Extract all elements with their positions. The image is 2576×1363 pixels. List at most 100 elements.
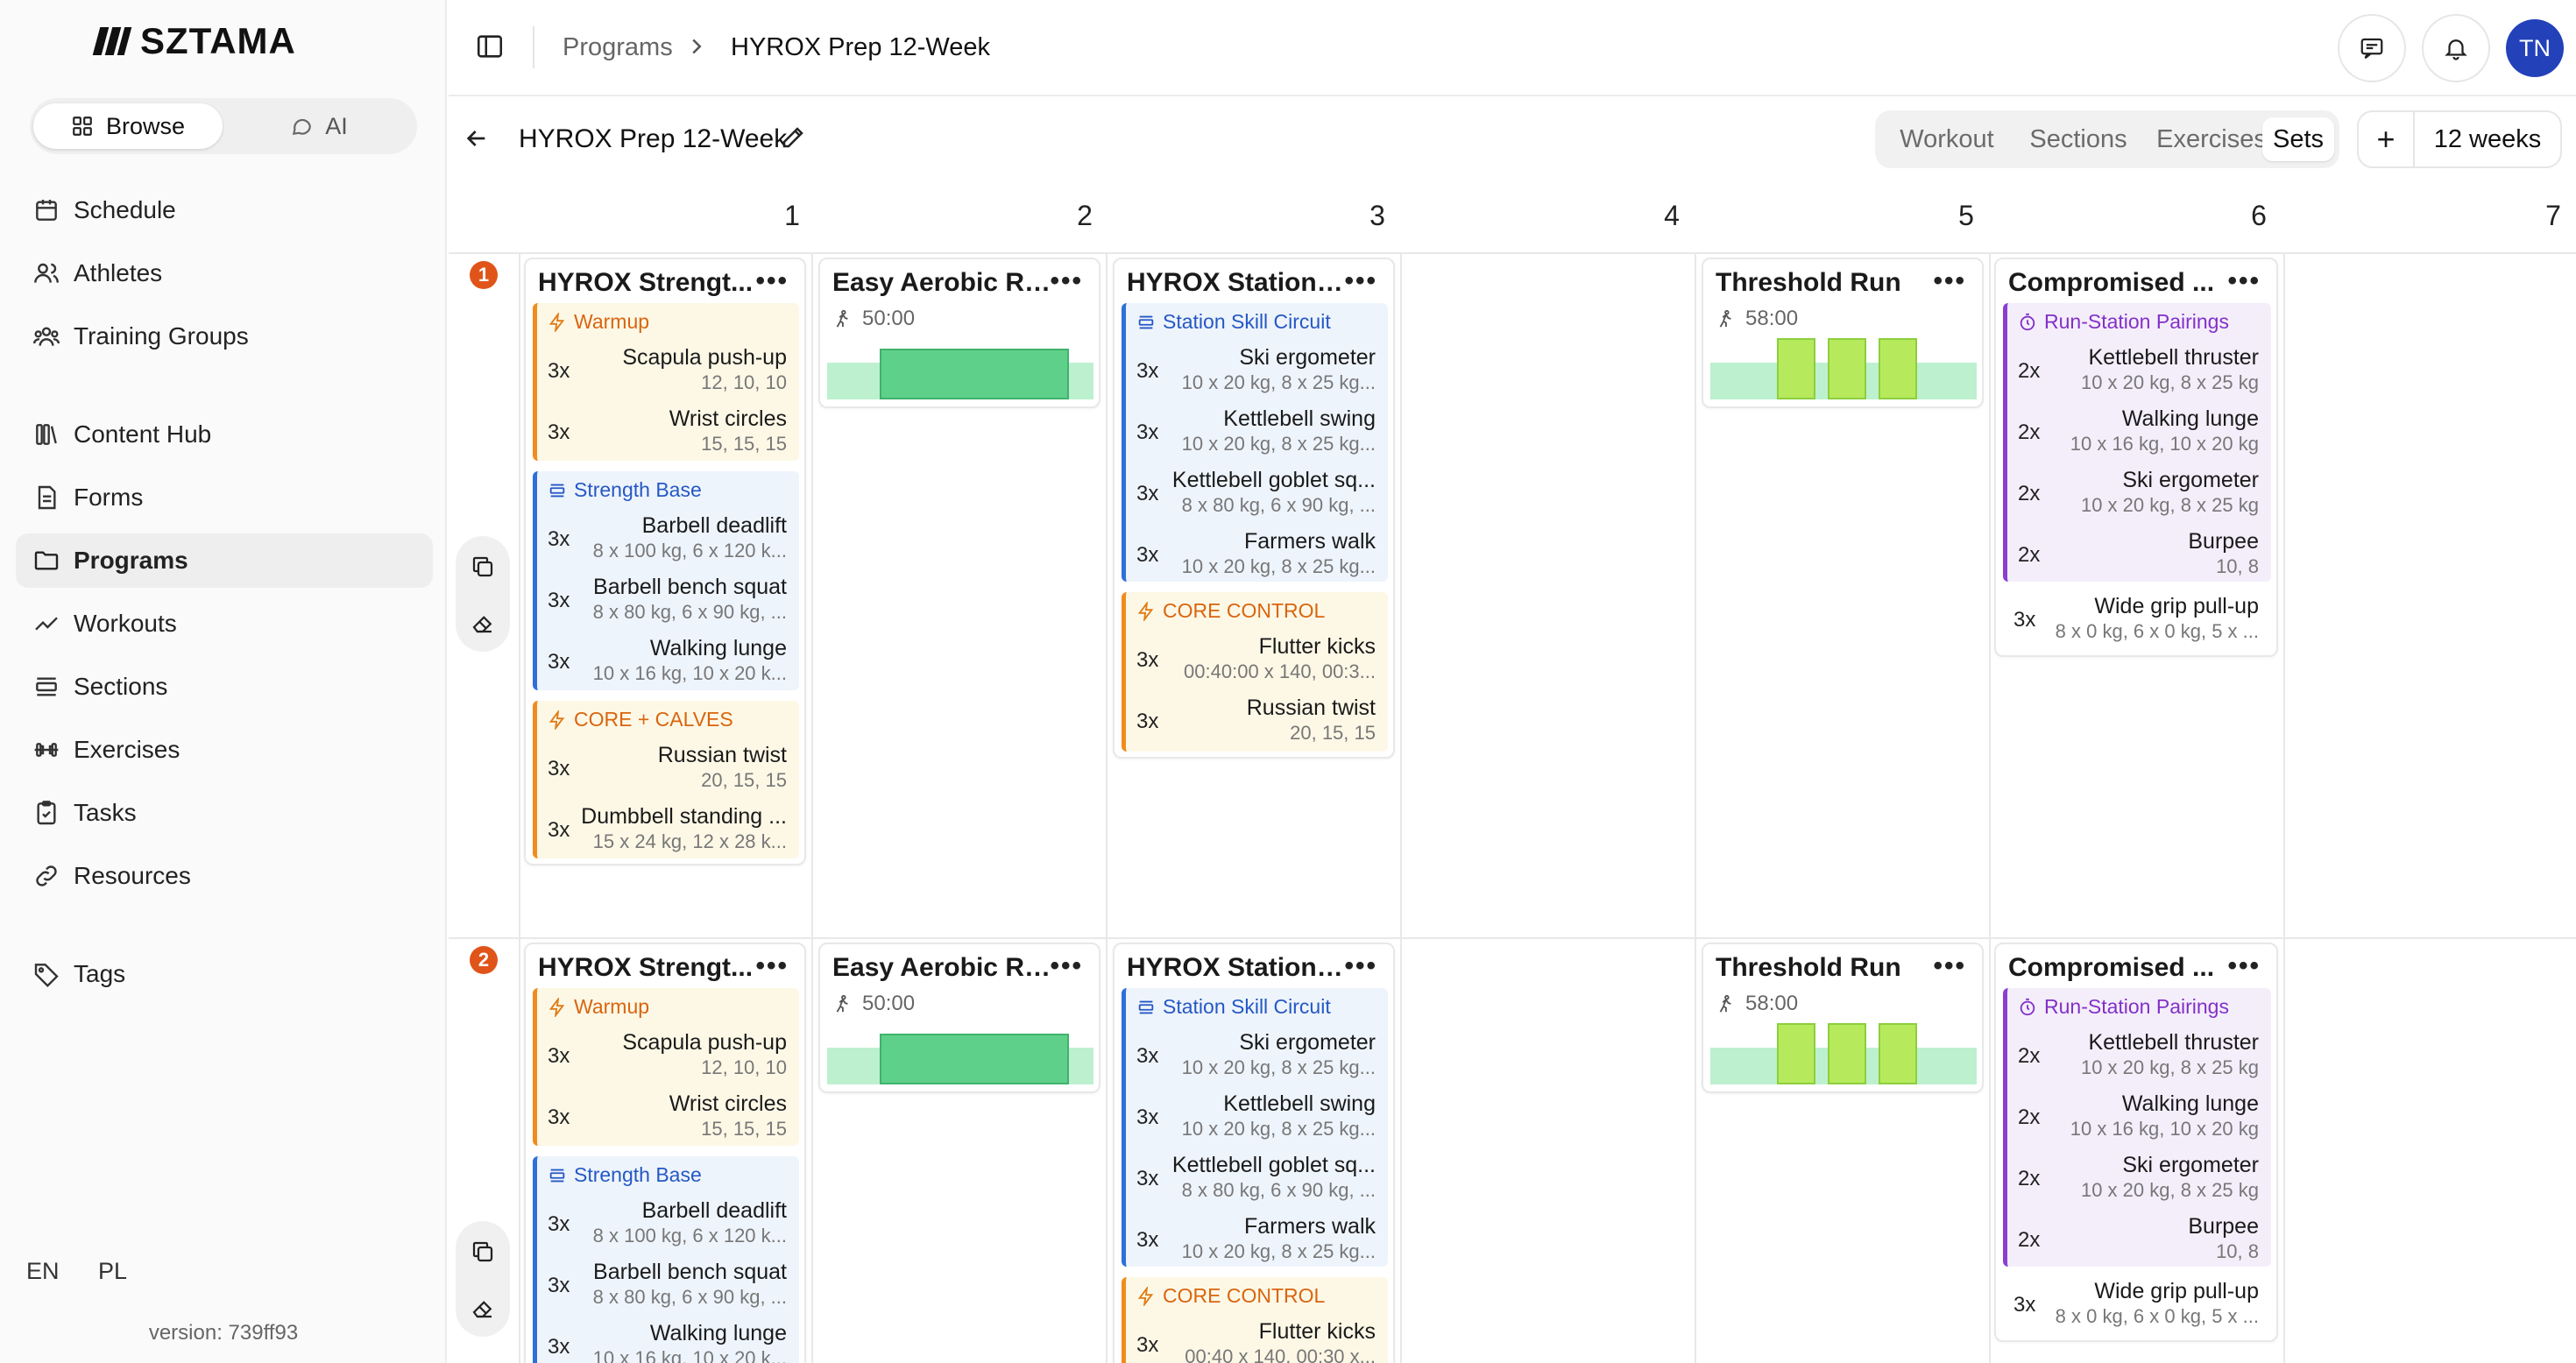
exercise-row[interactable]: 3x Scapula push-up 12, 10, 10: [537, 1025, 799, 1084]
workout-card[interactable]: HYROX Strengt... ••• Warmup 3x Scapula pu…: [524, 258, 806, 865]
add-week-button[interactable]: +: [2359, 112, 2415, 166]
exercise-row[interactable]: 3x Wrist circles 15, 15, 15: [537, 1086, 799, 1146]
more-menu-button[interactable]: •••: [1050, 951, 1083, 980]
exercise-row[interactable]: 3x Walking lunge 10 x 16 kg, 10 x 20 k...: [537, 631, 799, 690]
sidebar-item-tags[interactable]: Tags: [16, 947, 433, 1001]
copy-icon[interactable]: [470, 554, 496, 580]
exercise-row[interactable]: 3x Kettlebell swing 10 x 20 kg, 8 x 25 kg.…: [1126, 1086, 1388, 1146]
sidebar-item-tasks[interactable]: Tasks: [16, 786, 433, 840]
exercise-row[interactable]: 3x Ski ergometer 10 x 20 kg, 8 x 25 kg...: [1126, 1025, 1388, 1084]
eraser-icon[interactable]: [470, 1295, 496, 1321]
exercise-row[interactable]: 3x Scapula push-up 12, 10, 10: [537, 340, 799, 399]
exercise-row[interactable]: 3x Flutter kicks 00:40 x 140, 00:30 x...: [1126, 1314, 1388, 1363]
exercise-row[interactable]: 2x Walking lunge 10 x 16 kg, 10 x 20 kg: [2007, 1086, 2271, 1146]
exercise-row[interactable]: 2x Burpee 10, 8: [2007, 1209, 2271, 1267]
view-tab-exercises[interactable]: Exercises: [2156, 124, 2267, 153]
interval-bar: [880, 349, 1069, 399]
more-menu-button[interactable]: •••: [1933, 266, 1966, 295]
sidebar-item-sections[interactable]: Sections: [16, 660, 433, 714]
exercise-detail: 12, 10, 10: [701, 371, 787, 393]
more-menu-button[interactable]: •••: [755, 951, 789, 980]
exercise-detail: 8 x 80 kg, 6 x 90 kg, ...: [592, 1286, 787, 1308]
more-menu-button[interactable]: •••: [2227, 266, 2261, 295]
notifications-button[interactable]: [2422, 14, 2490, 82]
exercise-row[interactable]: 3x Wide grip pull-up 8 x 0 kg, 6 x 0 kg, 5…: [2003, 589, 2271, 648]
sidebar-item-exercises[interactable]: Exercises: [16, 723, 433, 777]
exercise-row[interactable]: 3x Barbell deadlift 8 x 100 kg, 6 x 120 k.…: [537, 508, 799, 568]
exercise-row[interactable]: 3x Farmers walk 10 x 20 kg, 8 x 25 kg...: [1126, 1209, 1388, 1267]
exercise-detail: 10, 8: [2216, 555, 2259, 577]
edit-icon[interactable]: [780, 124, 806, 155]
view-tab-workout[interactable]: Workout: [1900, 124, 1994, 153]
exercise-row[interactable]: 2x Kettlebell thruster 10 x 20 kg, 8 x 25 …: [2007, 1025, 2271, 1084]
weeks-count-button[interactable]: 12 weeks: [2433, 124, 2542, 153]
exercise-name: Walking lunge: [649, 636, 787, 660]
browse-tab[interactable]: Browse: [33, 103, 223, 149]
more-menu-button[interactable]: •••: [2227, 951, 2261, 980]
ai-tab[interactable]: AI: [224, 103, 414, 149]
brand-logo[interactable]: SZTAMA: [92, 20, 296, 61]
exercise-row[interactable]: 3x Russian twist 20, 15, 15: [1126, 690, 1388, 750]
exercise-row[interactable]: 3x Wrist circles 15, 15, 15: [537, 401, 799, 461]
sidebar-item-resources[interactable]: Resources: [16, 849, 433, 903]
exercise-row[interactable]: 3x Wide grip pull-up 8 x 0 kg, 6 x 0 kg, 5…: [2003, 1274, 2271, 1333]
sidebar-item-workouts[interactable]: Workouts: [16, 597, 433, 651]
day-header-1: 1: [784, 200, 800, 231]
exercise-row[interactable]: 3x Flutter kicks 00:40:00 x 140, 00:3...: [1126, 629, 1388, 689]
more-menu-button[interactable]: •••: [1344, 951, 1377, 980]
week-badge: 2: [470, 946, 498, 974]
more-menu-button[interactable]: •••: [1050, 266, 1083, 295]
exercise-row[interactable]: 3x Barbell bench squat 8 x 80 kg, 6 x 90 k…: [537, 1254, 799, 1314]
sidebar-item-athletes[interactable]: Athletes: [16, 246, 433, 300]
users-icon: [16, 259, 65, 287]
language-en[interactable]: EN: [26, 1258, 60, 1284]
exercise-row[interactable]: 3x Barbell deadlift 8 x 100 kg, 6 x 120 k.…: [537, 1193, 799, 1253]
workout-card[interactable]: HYROX Strengt... ••• Warmup 3x Scapula pu…: [524, 943, 806, 1363]
exercise-row[interactable]: 3x Walking lunge 10 x 16 kg, 10 x 20 k...: [537, 1316, 799, 1363]
sidebar-item-training-groups[interactable]: Training Groups: [16, 309, 433, 364]
exercise-row[interactable]: 2x Ski ergometer 10 x 20 kg, 8 x 25 kg: [2007, 463, 2271, 522]
sidebar-toggle-icon[interactable]: [475, 32, 506, 63]
workout-card[interactable]: Compromised ... ••• Run-Station Pairings…: [1994, 258, 2278, 657]
exercise-row[interactable]: 2x Kettlebell thruster 10 x 20 kg, 8 x 25 …: [2007, 340, 2271, 399]
workout-card[interactable]: HYROX Station ... ••• Station Skill Circ…: [1113, 258, 1395, 759]
lightning-icon: [548, 710, 565, 730]
sidebar-item-programs[interactable]: Programs: [16, 533, 433, 588]
exercise-row[interactable]: 3x Kettlebell swing 10 x 20 kg, 8 x 25 kg.…: [1126, 401, 1388, 461]
exercise-row[interactable]: 3x Ski ergometer 10 x 20 kg, 8 x 25 kg...: [1126, 340, 1388, 399]
breadcrumb-programs[interactable]: Programs: [563, 33, 673, 61]
section-header: Run-Station Pairings: [2018, 310, 2229, 334]
sidebar-item-schedule[interactable]: Schedule: [16, 183, 433, 237]
sidebar-item-content-hub[interactable]: Content Hub: [16, 407, 433, 462]
language-pl[interactable]: PL: [98, 1258, 128, 1284]
workout-card[interactable]: Threshold Run ••• 58:00: [1702, 943, 1984, 1093]
back-arrow-icon[interactable]: [463, 124, 491, 157]
more-menu-button[interactable]: •••: [755, 266, 789, 295]
workout-title: HYROX Station ...: [1127, 953, 1346, 982]
view-tab-sets[interactable]: Sets: [2262, 117, 2334, 161]
exercise-row[interactable]: 2x Burpee 10, 8: [2007, 524, 2271, 582]
view-tab-sections[interactable]: Sections: [2029, 124, 2127, 153]
more-menu-button[interactable]: •••: [1933, 951, 1966, 980]
workout-card[interactable]: Compromised ... ••• Run-Station Pairings…: [1994, 943, 2278, 1342]
exercise-row[interactable]: 3x Kettlebell goblet sq... 8 x 80 kg, 6 x …: [1126, 463, 1388, 522]
exercise-row[interactable]: 3x Russian twist 20, 15, 15: [537, 738, 799, 797]
exercise-row[interactable]: 2x Ski ergometer 10 x 20 kg, 8 x 25 kg: [2007, 1148, 2271, 1207]
sidebar: SZTAMA Browse AI Schedule Athletes Train…: [0, 0, 447, 1363]
workout-card[interactable]: Easy Aerobic Run ••• 50:00: [818, 943, 1100, 1093]
exercise-row[interactable]: 3x Kettlebell goblet sq... 8 x 80 kg, 6 x …: [1126, 1148, 1388, 1207]
workout-card[interactable]: Easy Aerobic Run ••• 50:00: [818, 258, 1100, 408]
sidebar-item-forms[interactable]: Forms: [16, 470, 433, 525]
exercise-row[interactable]: 3x Barbell bench squat 8 x 80 kg, 6 x 90 k…: [537, 569, 799, 629]
avatar[interactable]: TN: [2506, 19, 2564, 77]
eraser-icon[interactable]: [470, 610, 496, 636]
section-header: CORE CONTROL: [1136, 599, 1325, 623]
messages-button[interactable]: [2338, 14, 2406, 82]
exercise-row[interactable]: 3x Dumbbell standing ... 15 x 24 kg, 12 x …: [537, 799, 799, 858]
exercise-row[interactable]: 2x Walking lunge 10 x 16 kg, 10 x 20 kg: [2007, 401, 2271, 461]
workout-card[interactable]: Threshold Run ••• 58:00: [1702, 258, 1984, 408]
more-menu-button[interactable]: •••: [1344, 266, 1377, 295]
workout-card[interactable]: HYROX Station ... ••• Station Skill Circ…: [1113, 943, 1395, 1363]
copy-icon[interactable]: [470, 1239, 496, 1265]
exercise-row[interactable]: 3x Farmers walk 10 x 20 kg, 8 x 25 kg...: [1126, 524, 1388, 582]
